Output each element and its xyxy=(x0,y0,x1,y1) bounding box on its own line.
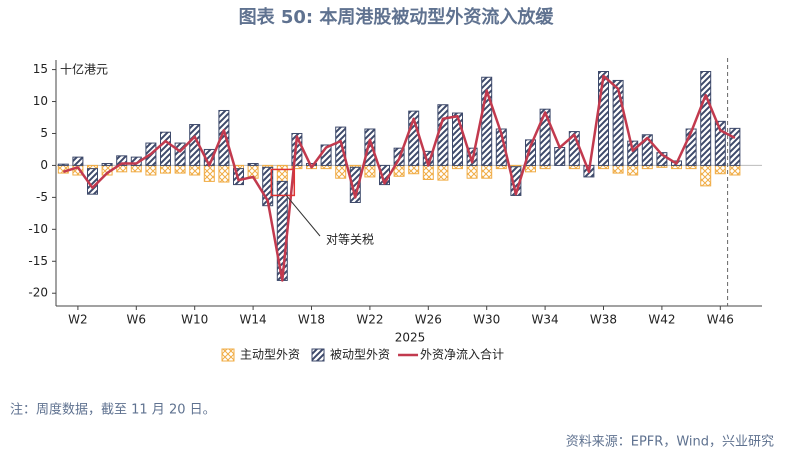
bar xyxy=(627,140,639,166)
y-tick-label: -15 xyxy=(28,254,48,268)
bar xyxy=(189,164,201,176)
bar xyxy=(218,164,230,183)
bar xyxy=(554,147,566,166)
bar xyxy=(729,127,741,166)
bar xyxy=(247,163,259,166)
legend-swatch xyxy=(311,348,325,362)
bar xyxy=(700,71,712,166)
bar xyxy=(335,164,347,179)
annotation-leader xyxy=(285,195,321,237)
bar xyxy=(174,142,186,166)
legend-label: 主动型外资 xyxy=(240,348,300,362)
bar xyxy=(525,139,536,166)
annotation-box xyxy=(270,168,296,197)
bar xyxy=(437,164,449,181)
x-tick-label: W22 xyxy=(356,313,383,327)
bar xyxy=(612,164,624,174)
x-tick-label: W14 xyxy=(240,313,267,327)
x-tick-label: W38 xyxy=(590,313,617,327)
x-tick-label: W34 xyxy=(532,313,559,327)
bar xyxy=(130,164,142,173)
x-tick-label: W10 xyxy=(181,313,208,327)
bar xyxy=(539,108,551,166)
line xyxy=(62,74,736,282)
x-tick-label: W2 xyxy=(68,313,88,327)
bar xyxy=(57,163,69,166)
bar xyxy=(349,166,361,203)
bar xyxy=(276,164,288,182)
y-axis-label: 十亿港元 xyxy=(60,62,108,77)
y-tick-label: -10 xyxy=(28,222,48,236)
bar xyxy=(641,134,653,166)
source: 资料来源：EPFR，Wind，兴业研究 xyxy=(566,435,774,450)
bar xyxy=(714,120,726,166)
note: 注：周度数据，截至 11 月 20 日。 xyxy=(10,402,216,418)
legend-swatch xyxy=(221,348,235,362)
bar xyxy=(116,155,128,166)
bar xyxy=(714,164,726,175)
bar xyxy=(364,164,376,178)
bar xyxy=(481,164,493,179)
bar xyxy=(160,164,171,174)
x-tick-label: W30 xyxy=(473,313,500,327)
x-tick-label: W6 xyxy=(127,313,147,327)
y-tick-label: 0 xyxy=(40,158,48,172)
x-tick-label: W18 xyxy=(298,313,325,327)
y-tick-label: 10 xyxy=(33,94,48,108)
x-tick-label: W46 xyxy=(707,313,734,327)
y-tick-label: 15 xyxy=(33,62,48,76)
bar xyxy=(437,104,449,166)
bar xyxy=(422,164,434,180)
legend-label: 被动型外资 xyxy=(330,348,390,362)
bar xyxy=(160,131,171,166)
bar xyxy=(729,164,741,176)
y-tick-label: -5 xyxy=(36,190,48,204)
x-tick-label: W42 xyxy=(648,313,675,327)
bar xyxy=(452,112,463,166)
bar xyxy=(203,164,215,182)
bar xyxy=(525,164,536,173)
bar xyxy=(174,164,186,174)
bar xyxy=(700,164,712,187)
bar xyxy=(612,79,624,166)
bar xyxy=(101,163,113,166)
bar xyxy=(364,128,376,166)
chart-title: 图表 50: 本周港股被动型外资流入放缓 xyxy=(239,6,555,28)
x-tick-label: W26 xyxy=(415,313,442,327)
bar xyxy=(145,164,157,176)
y-tick-label: 5 xyxy=(40,126,48,140)
bar xyxy=(627,164,639,176)
y-tick-label: -20 xyxy=(28,286,48,300)
bar xyxy=(466,164,478,179)
x-axis-label: 2025 xyxy=(395,331,426,345)
bar xyxy=(408,164,420,175)
bar xyxy=(495,128,507,166)
bar xyxy=(72,156,84,166)
bar xyxy=(218,109,230,166)
bar xyxy=(598,71,609,166)
legend-label: 外资净流入合计 xyxy=(420,347,504,362)
annotation: 对等关税 xyxy=(326,233,374,247)
bar xyxy=(335,126,347,166)
